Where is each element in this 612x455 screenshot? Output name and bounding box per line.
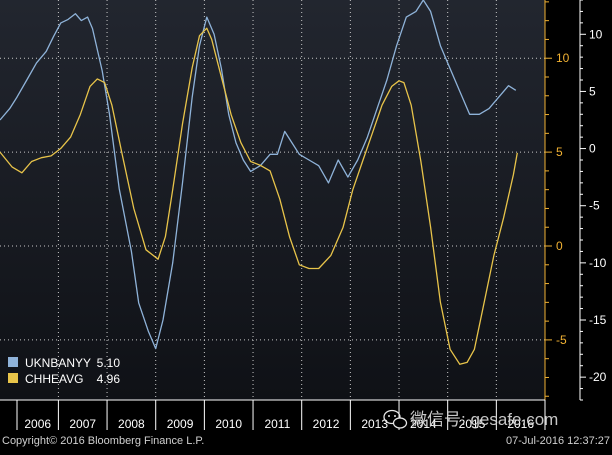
right-tick-label: -20 (589, 370, 607, 384)
left-tick-label: 10 (556, 51, 570, 65)
right-tick-label: -10 (589, 256, 607, 270)
timestamp-text: 07-Jul-2016 12:37:27 (506, 435, 610, 447)
legend-label: CHHEAVG (25, 372, 83, 386)
x-axis: 2006 2007 2008 2009 2010 2011 2012 2013 2014 2015… (0, 399, 546, 431)
legend-swatch (8, 357, 18, 367)
legend: UKNBANYY 5.10 CHHEAVG 4.96 (8, 356, 120, 386)
left-tick-label: 0 (556, 239, 563, 253)
x-tick-label: 2009 (167, 417, 194, 431)
watermark: 微信号: gesafe.com (383, 409, 558, 429)
legend-value: 4.96 (97, 372, 121, 386)
x-tick-label: 2013 (361, 417, 388, 431)
legend-swatch (8, 373, 18, 383)
legend-value: 5.10 (97, 356, 121, 370)
right-axis: 10 5 0 -5 -10 -15 -20 (579, 0, 607, 401)
right-tick-label: 5 (589, 84, 596, 98)
x-tick-label: 2016 (507, 417, 534, 431)
axis-background (545, 0, 612, 400)
series-lines (0, 0, 518, 365)
legend-label: UKNBANYY (25, 356, 91, 370)
copyright-text: Copyright© 2016 Bloomberg Finance L.P. (2, 435, 204, 447)
x-tick-label: 2012 (313, 417, 340, 431)
watermark-text: 微信号: gesafe.com (410, 410, 558, 429)
x-tick-label: 2010 (215, 417, 242, 431)
left-tick-label: 5 (556, 145, 563, 159)
x-tick-label: 2008 (118, 417, 145, 431)
left-axis: 10 5 0 -5 (544, 0, 570, 400)
plot-background (0, 0, 545, 400)
right-tick-label: -5 (589, 199, 600, 213)
right-tick-label: 10 (589, 27, 603, 41)
right-tick-label: 0 (589, 142, 596, 156)
wechat-icon (383, 409, 408, 429)
series-line-chheavg (0, 27, 518, 365)
series-line-uknbanyy (0, 0, 517, 350)
x-tick-label: 2015 (459, 417, 486, 431)
x-tick-label: 2011 (264, 417, 290, 431)
right-tick-label: -15 (589, 313, 607, 327)
left-tick-label: -5 (556, 333, 567, 347)
x-tick-label: 2014 (410, 417, 437, 431)
x-tick-label: 2007 (69, 417, 96, 431)
x-tick-label: 2006 (24, 417, 51, 431)
xaxis-background (0, 400, 612, 450)
